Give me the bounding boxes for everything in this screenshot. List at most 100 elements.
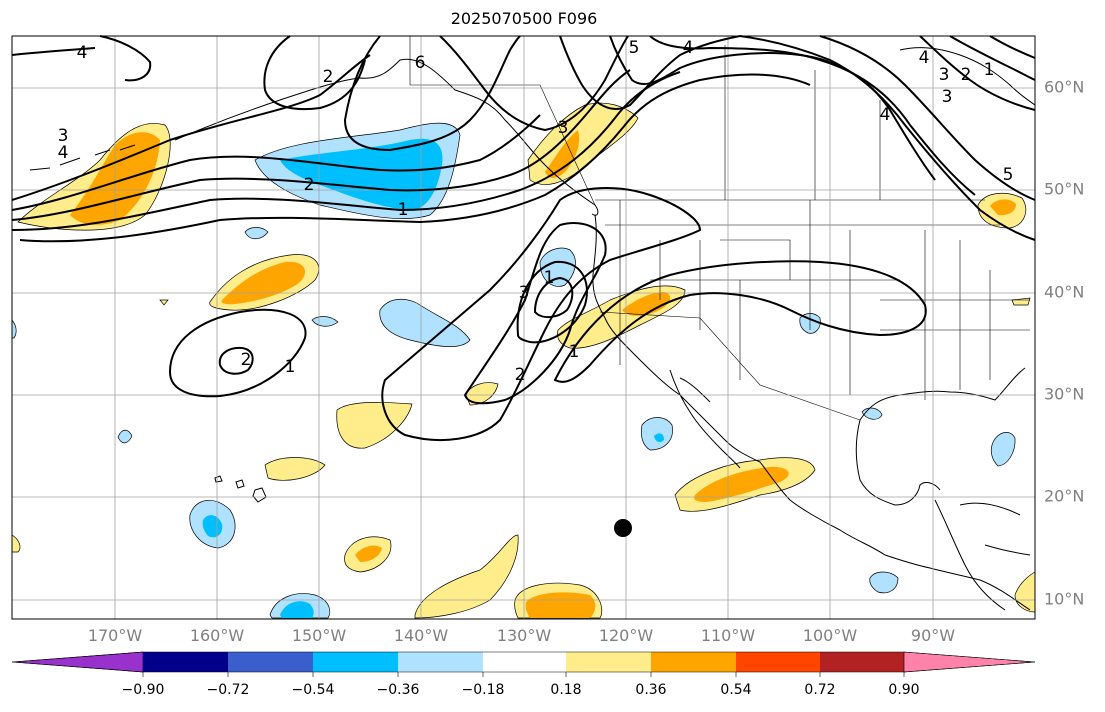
- colorbar-ticks: [142, 672, 905, 677]
- colorbar-bin: [313, 652, 398, 672]
- shade-region: [414, 534, 519, 619]
- shade-region: [159, 299, 169, 306]
- contour-label: 1: [544, 268, 555, 288]
- lon-tick-label: 150°W: [291, 626, 347, 645]
- colorbar-tick-label: −0.72: [206, 682, 250, 698]
- shade-region: [117, 429, 133, 444]
- contour-line: [11, 54, 371, 201]
- contour-line: [649, 35, 976, 196]
- coastline: [959, 502, 1031, 556]
- shade-region: [244, 227, 269, 240]
- lat-tick-label: 50°N: [1044, 179, 1085, 199]
- border-line: [409, 36, 596, 206]
- lat-tick-label: 10°N: [1044, 589, 1085, 609]
- borders: [409, 36, 1030, 421]
- contour-line: [99, 35, 152, 82]
- coastline: [669, 369, 741, 469]
- contour-label: 4: [880, 105, 891, 125]
- contour-line: [463, 222, 607, 405]
- coastline: [855, 367, 1026, 506]
- lon-tick-label: 130°W: [496, 626, 552, 645]
- colorbar-bin: [566, 652, 651, 672]
- contour-label: 2: [304, 175, 315, 195]
- contour-label: 5: [1003, 165, 1014, 185]
- contour-label: 1: [398, 200, 409, 220]
- colorbar-tick-label: 0.90: [888, 682, 920, 698]
- contour-line: [11, 69, 631, 221]
- colorbar-extend-low: [11, 651, 144, 673]
- contour-labels: 4 3 4 2 1 6 5 4 3 3 4 3 2 1 2 4 1 3 2 1 …: [58, 38, 1014, 385]
- border-line: [599, 239, 861, 421]
- contour-label: 2: [515, 365, 526, 385]
- colorbar-bin: [228, 652, 313, 672]
- coastline: [592, 214, 1031, 611]
- coastline: [214, 475, 267, 503]
- colorbar-tick-label: 0.54: [720, 682, 752, 698]
- shade-region: [694, 466, 789, 502]
- shade-region: [221, 261, 305, 305]
- colorbar-bin: [736, 652, 820, 672]
- border-line: [724, 45, 881, 200]
- contour-line: [19, 73, 811, 243]
- contour-lines: [11, 35, 1036, 441]
- colorbar-tick-label: 0.36: [635, 682, 667, 698]
- contour-line: [439, 35, 629, 132]
- shade-region: [640, 417, 673, 451]
- shade-region: [990, 432, 1016, 467]
- shade-region: [280, 138, 443, 210]
- shade-region: [280, 601, 314, 618]
- colorbar-tick-label: −0.36: [376, 682, 420, 698]
- contour-label: 3: [939, 65, 950, 85]
- colorbar-tick-label: −0.90: [121, 682, 165, 698]
- contour-line: [919, 35, 1036, 111]
- shade-region: [11, 319, 17, 339]
- contour-label: 1: [285, 357, 296, 377]
- colorbar-tick-label: −0.54: [291, 682, 335, 698]
- border-line: [605, 200, 1000, 395]
- contour-label: 3: [558, 118, 569, 138]
- lat-tick-label: 60°N: [1044, 77, 1085, 97]
- contour-line: [168, 308, 307, 398]
- lon-tick-label: 120°W: [598, 626, 654, 645]
- contour-label: 2: [241, 350, 252, 370]
- contour-line: [11, 71, 681, 231]
- contour-label: 3: [58, 126, 69, 146]
- contour-line: [11, 114, 541, 211]
- shade-region: [622, 292, 671, 316]
- colorbar-tick-label: 0.18: [550, 682, 582, 698]
- contour-line: [263, 35, 366, 111]
- contour-label: 4: [919, 48, 930, 68]
- lat-tick-label: 20°N: [1044, 486, 1085, 506]
- contour-line: [739, 35, 1036, 241]
- lon-tick-label: 110°W: [700, 626, 756, 645]
- shade-region: [525, 592, 596, 618]
- shade-region: [654, 433, 664, 443]
- contour-label: 6: [415, 53, 426, 73]
- contour-line: [949, 35, 1036, 81]
- shade-region: [11, 534, 21, 553]
- map-background: [12, 36, 1035, 619]
- shade-region: [379, 298, 471, 347]
- lon-tick-label: 100°W: [802, 626, 858, 645]
- contour-line: [218, 346, 254, 375]
- map-frame: [11, 35, 1036, 620]
- contour-line: [11, 47, 96, 56]
- contour-line: [343, 35, 521, 152]
- colorbar-extend-high: [903, 651, 1036, 673]
- coastlines: [29, 47, 1036, 611]
- contour-label: 2: [323, 67, 334, 87]
- contour-label: 2: [961, 65, 972, 85]
- shade-region: [545, 130, 580, 178]
- lon-tick-label: 160°W: [189, 626, 245, 645]
- contour-label: 4: [683, 38, 694, 58]
- shade-region: [990, 199, 1016, 216]
- contour-label: 5: [629, 38, 640, 58]
- coastline: [899, 47, 1036, 106]
- contour-line: [989, 35, 1036, 59]
- colorbar-bin: [398, 652, 483, 672]
- shade-region: [311, 316, 339, 327]
- lon-tick-label: 140°W: [393, 626, 449, 645]
- lat-tick-label: 40°N: [1044, 282, 1085, 302]
- colorbar-bin: [651, 652, 736, 672]
